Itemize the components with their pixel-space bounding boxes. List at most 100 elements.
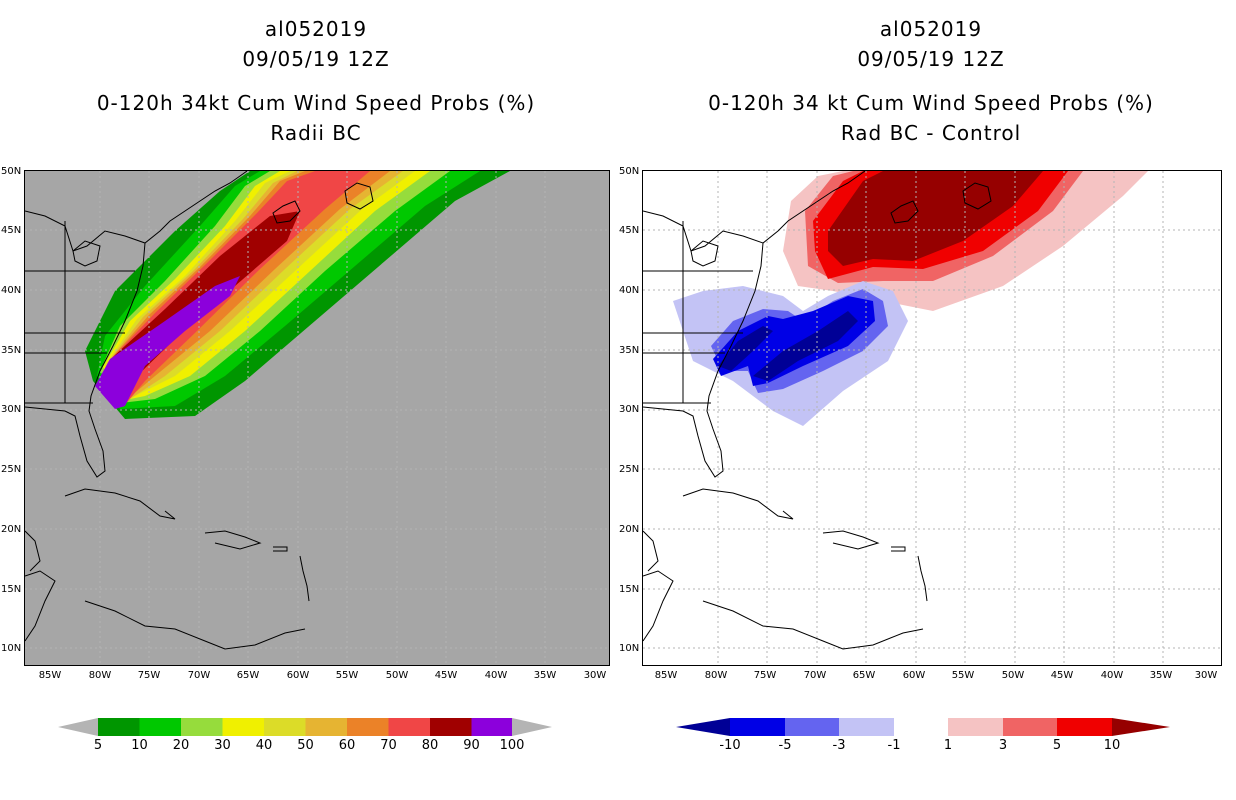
coastlines (643, 171, 992, 650)
difference-colorbar-svg (676, 718, 1170, 736)
colorbar-label: 70 (380, 738, 397, 753)
lon-label-30w: 30W (1194, 670, 1218, 681)
colorbar-label: 3 (998, 738, 1008, 753)
newfoundland (962, 182, 992, 210)
colorbar-seg-10-20 (139, 718, 181, 736)
colorbar-label: 5 (93, 738, 103, 753)
lat-label-15n: 15N (619, 584, 640, 595)
lon-label-80w: 80W (704, 670, 728, 681)
yucatan (25, 530, 41, 572)
colorbar-seg-80-90 (430, 718, 472, 736)
state-lines (643, 221, 753, 404)
colorbar-seg-30-40 (222, 718, 264, 736)
lon-label-80w: 80W (88, 670, 112, 681)
nova-scotia (272, 200, 301, 224)
us-atlantic-coast (25, 242, 146, 478)
map-gridlines (643, 171, 1221, 665)
south-america (84, 600, 306, 650)
colorbar-label: -10 (719, 738, 741, 753)
lat-label-35n: 35N (1, 345, 22, 356)
central-america (25, 570, 56, 642)
lon-label-75w: 75W (753, 670, 777, 681)
probability-map: 50N 45N 40N 35N 30N 25N 20N 15N 10N 85W … (1, 167, 610, 681)
lat-label-10n: 10N (619, 643, 640, 654)
lon-label-70w: 70W (803, 670, 827, 681)
lon-label-55w: 55W (951, 670, 975, 681)
colorbar-seg-20-30 (181, 718, 223, 736)
coastlines (25, 171, 374, 650)
lat-label-40n: 40N (1, 285, 22, 296)
colorbar-label: 80 (421, 738, 439, 753)
forecast-time: 09/05/19 12Z (242, 47, 390, 71)
left-panel-title: al052019 09/05/19 12Z 0-120h 34kt Cum Wi… (24, 14, 608, 148)
lon-label-35w: 35W (533, 670, 557, 681)
lat-label-35n: 35N (619, 345, 640, 356)
colorbar-seg-5-10 (98, 718, 140, 736)
colorbar-label: 90 (463, 738, 480, 753)
lon-label-65w: 65W (236, 670, 260, 681)
lat-label-25n: 25N (619, 464, 640, 475)
difference-colorbar: -10 -5 -3 -1 1 3 5 10 (676, 718, 1170, 758)
colorbar-seg-3-5 (1003, 718, 1057, 736)
lat-label-40n: 40N (619, 285, 640, 296)
lon-label-40w: 40W (1100, 670, 1124, 681)
colorbar-label: 40 (255, 738, 273, 753)
lat-label-45n: 45N (619, 225, 640, 236)
lon-label-70w: 70W (187, 670, 211, 681)
lon-label-60w: 60W (286, 670, 310, 681)
colorbar-low-arrow (58, 718, 98, 736)
colorbar-seg-50-60 (305, 718, 347, 736)
lon-label-35w: 35W (1149, 670, 1173, 681)
lon-label-65w: 65W (852, 670, 876, 681)
colorbar-seg-90-100 (471, 718, 512, 736)
diff-negative-5 (713, 296, 875, 386)
swath-90pct (95, 276, 240, 409)
colorbar-low-arrow (676, 718, 730, 736)
south-america (702, 600, 924, 650)
lon-label-50w: 50W (385, 670, 409, 681)
right-panel-title: al052019 09/05/19 12Z 0-120h 34 kt Cum W… (642, 14, 1220, 148)
lat-label-30n: 30N (1, 404, 22, 415)
colorbar-seg-m3-m1 (839, 718, 894, 736)
us-atlantic-coast (643, 242, 764, 478)
colorbar-label: 50 (297, 738, 314, 753)
lat-label-30n: 30N (619, 404, 640, 415)
colorbar-label: -5 (778, 738, 792, 753)
difference-map: 50N 45N 40N 35N 30N 25N 20N 15N 10N 85W … (619, 167, 1222, 681)
probability-colorbar-svg (58, 718, 552, 736)
colorbar-label: -3 (832, 738, 846, 753)
great-lakes (72, 240, 101, 267)
swath-70pct (111, 171, 370, 407)
colorbar-seg-m5-m3 (785, 718, 839, 736)
lon-label-50w: 50W (1001, 670, 1025, 681)
storm-id: al052019 (264, 17, 368, 41)
lon-label-60w: 60W (902, 670, 926, 681)
colorbar-label: 60 (338, 738, 356, 753)
colorbar-label: 1 (943, 738, 953, 753)
colorbar-label: 10 (1103, 738, 1121, 753)
newfoundland (344, 182, 374, 210)
hispaniola (822, 530, 880, 550)
lat-label-15n: 15N (1, 584, 22, 595)
cuba (64, 488, 176, 520)
colorbar-label: 5 (1052, 738, 1062, 753)
nova-scotia (890, 200, 919, 224)
colorbar-label: -1 (887, 738, 901, 753)
colorbar-seg-5-10 (1057, 718, 1112, 736)
colorbar-label: 30 (214, 738, 231, 753)
puerto-rico (273, 546, 288, 552)
lesser-antilles (299, 555, 310, 602)
us-east-coast (643, 171, 866, 252)
colorbar-seg-60-70 (347, 718, 389, 736)
lon-label-85w: 85W (654, 670, 678, 681)
colorbar-seg-m10-m5 (730, 718, 785, 736)
great-lakes (690, 240, 719, 267)
lon-label-85w: 85W (38, 670, 62, 681)
colorbar-label: 20 (172, 738, 190, 753)
product-name: 0-120h 34kt Cum Wind Speed Probs (%) (96, 91, 536, 115)
lesser-antilles (917, 555, 928, 602)
colorbar-high-arrow (512, 718, 552, 736)
probability-map-svg (25, 171, 609, 665)
colorbar-seg-70-80 (388, 718, 430, 736)
colorbar-high-arrow (1112, 718, 1170, 736)
